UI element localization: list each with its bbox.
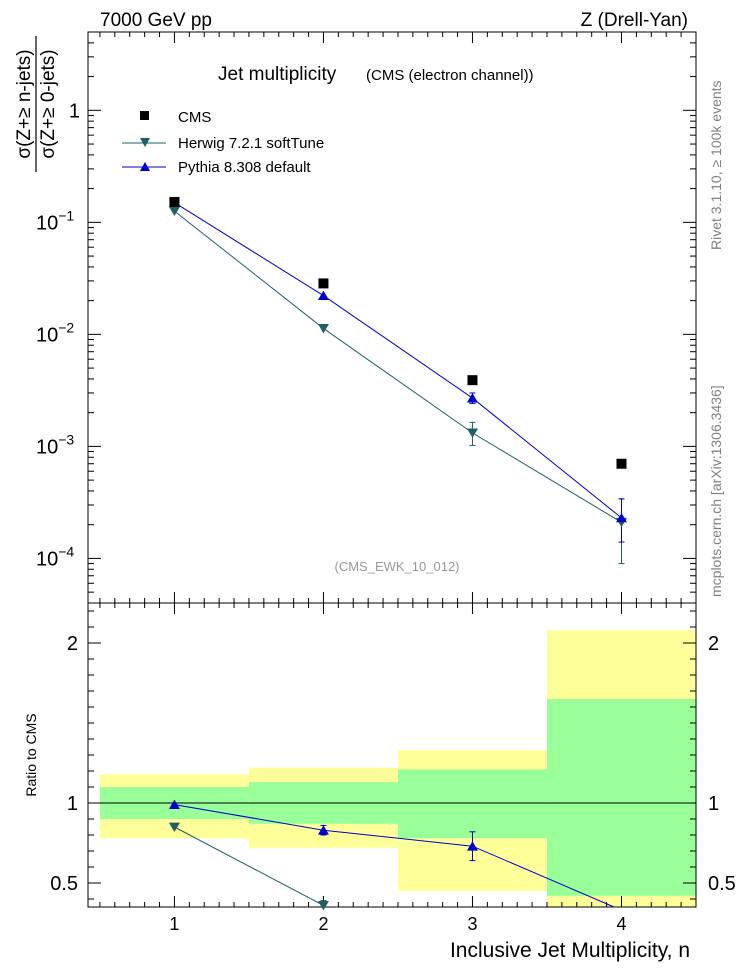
legend-cms-label: CMS (178, 109, 211, 126)
x-tick-label: 1 (169, 914, 179, 934)
legend: CMS Herwig 7.2.1 softTune Pythia 8.308 d… (122, 109, 324, 176)
ratio-pythia-line (174, 804, 615, 908)
cms-point (616, 458, 627, 469)
ratio-y-tick-label-right: 0.5 (708, 873, 736, 895)
legend-cms-marker (140, 111, 149, 120)
main-marks (168, 196, 627, 565)
ratio-band-green (397, 769, 547, 839)
ratio-herwig-line (174, 826, 324, 906)
main-y-tick-label: 10−4 (36, 543, 74, 570)
herwig-line (174, 210, 622, 523)
herwig-point (317, 324, 329, 334)
ratio-y-tick-label: 1 (67, 793, 78, 815)
chart-subtitle: (CMS (electron channel)) (366, 67, 534, 84)
ratio-pythia-point (317, 825, 329, 835)
legend-pythia-marker (140, 162, 150, 171)
ratio-y-tick-label-right: 2 (708, 633, 719, 655)
pythia-point (317, 290, 329, 300)
main-y-tick-label: 10−3 (36, 431, 74, 458)
pythia-point (615, 512, 627, 523)
side-note-mcplots: mcplots.cern.ch [arXiv:1306.3436] (708, 385, 724, 597)
analysis-id: (CMS_EWK_10_012) (335, 559, 460, 574)
ratio-y-tick-label: 0.5 (50, 873, 78, 895)
pythia-line (174, 202, 622, 519)
cms-point (467, 375, 478, 386)
x-axis-label: Inclusive Jet Multiplicity, n (450, 939, 690, 962)
ratio-marks (168, 799, 615, 911)
main-ylabel-denominator: σ(Z+≥ 0-jets) (38, 49, 59, 158)
ratio-herwig-point (168, 822, 180, 832)
ratio-ylabel: Ratio to CMS (23, 713, 39, 796)
x-tick-label: 4 (616, 914, 626, 934)
herwig-point (466, 428, 478, 438)
ratio-y-tick-label-right: 1 (708, 793, 719, 815)
ratio-band-green (546, 699, 696, 896)
chart-title: Jet multiplicity (218, 64, 337, 85)
main-axes: 10−4 10−3 10−2 10−1 1 (36, 31, 697, 604)
main-y-tick-label: 10−1 (36, 207, 74, 234)
header-right: Z (Drell-Yan) (581, 10, 688, 31)
pythia-point (466, 393, 478, 403)
main-ylabel-numerator: σ(Z+≥ n-jets) (14, 49, 35, 158)
main-ylabel: σ(Z+≥ n-jets) σ(Z+≥ 0-jets) (14, 36, 59, 172)
cms-point (318, 278, 329, 289)
x-tick-label: 3 (467, 914, 477, 934)
ratio-pythia-point (466, 841, 478, 851)
ratio-y-tick-label: 2 (67, 633, 78, 655)
legend-herwig-marker (140, 138, 150, 147)
ratio-axes: 1 2 3 4 0.5 0.5 1 1 2 2 (50, 603, 736, 934)
ratio-pythia-point (168, 799, 180, 809)
legend-pythia-label: Pythia 8.308 default (178, 159, 311, 176)
main-y-tick-label: 10−2 (36, 319, 74, 346)
legend-herwig-label: Herwig 7.2.1 softTune (178, 135, 324, 152)
herwig-point (168, 206, 180, 217)
x-tick-label: 2 (318, 914, 328, 934)
ratio-panel (87, 602, 697, 908)
main-y-tick-label: 1 (69, 100, 80, 122)
header-left: 7000 GeV pp (100, 10, 212, 31)
ratio-herwig-point (317, 901, 329, 911)
cms-point (169, 196, 180, 207)
side-note-rivet: Rivet 3.1.10, ≥ 100k events (708, 80, 724, 250)
